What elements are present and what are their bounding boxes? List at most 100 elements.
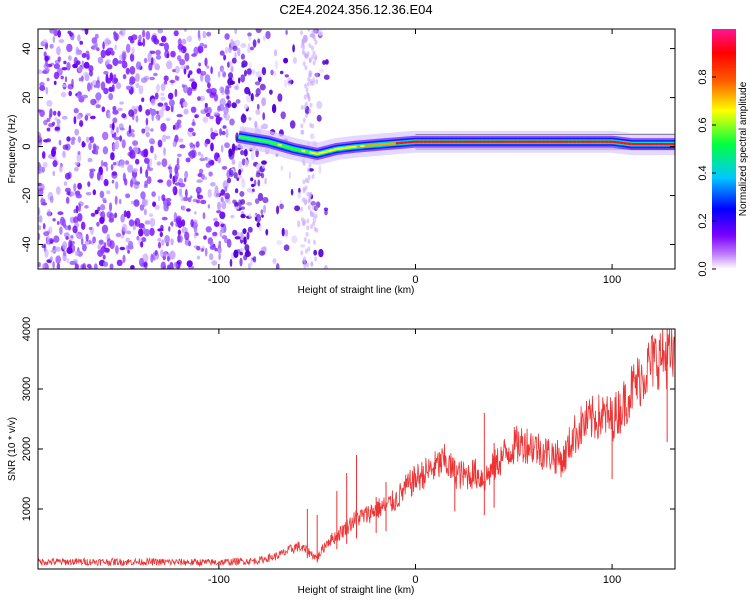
noise-speckle [212,232,217,236]
noise-speckle [184,53,189,62]
noise-speckle [167,202,171,207]
noise-speckle [135,115,138,122]
noise-speckle [99,217,104,224]
noise-speckle [184,109,189,115]
noise-speckle [64,181,67,186]
noise-speckle [170,238,173,245]
noise-speckle [51,148,56,157]
noise-speckle [213,218,218,222]
noise-speckle [109,202,112,211]
noise-speckle [205,74,211,83]
noise-speckle [291,189,294,196]
noise-speckle [106,64,112,69]
noise-speckle [252,189,255,192]
noise-speckle [246,202,252,206]
noise-speckle [293,57,297,64]
noise-speckle [170,51,176,58]
noise-speckle [108,87,113,92]
noise-speckle [83,72,89,76]
noise-speckle [44,249,48,258]
noise-speckle [55,127,60,131]
noise-speckle [94,85,98,88]
noise-speckle [232,102,237,108]
ridge-core-segment [349,147,353,148]
noise-speckle [56,46,61,55]
noise-speckle [261,214,264,217]
noise-speckle [160,123,166,132]
noise-speckle [141,98,144,103]
noise-speckle [179,183,185,187]
noise-speckle [219,86,224,93]
noise-speckle [72,64,78,69]
noise-speckle [79,78,82,82]
noise-speckle [225,47,229,54]
noise-speckle [149,77,155,81]
noise-speckle [168,166,172,169]
noise-speckle [102,106,106,112]
noise-speckle [244,104,249,110]
noise-speckle [310,103,313,108]
noise-speckle [93,189,96,195]
noise-speckle [239,191,244,197]
noise-speckle [185,189,188,198]
noise-speckle [89,137,92,140]
ridge-core-segment [258,140,262,141]
ridge-core-segment [321,152,325,153]
noise-speckle [197,96,201,101]
noise-speckle [78,203,81,212]
noise-speckle [276,206,279,215]
noise-speckle [68,55,72,61]
noise-speckle [115,181,118,189]
noise-speckle [206,163,211,168]
noise-speckle [182,101,187,107]
noise-speckle [113,162,116,165]
noise-speckle [74,108,79,113]
noise-speckle [164,235,170,244]
noise-speckle [313,60,316,65]
noise-speckle [313,36,316,41]
noise-speckle [261,209,264,214]
noise-speckle [162,217,168,221]
noise-speckle [144,58,148,63]
ridge-core-segment [341,148,345,149]
noise-speckle [65,173,71,180]
noise-speckle [165,136,170,140]
noise-speckle [43,139,49,142]
noise-speckle [281,111,286,119]
noise-speckle [96,104,101,108]
noise-speckle [241,64,245,68]
noise-speckle [188,152,194,157]
noise-speckle [99,240,104,245]
noise-speckle [260,84,266,91]
noise-speckle [250,258,253,266]
ridge-core-segment [309,152,313,153]
noise-speckle [86,234,89,242]
noise-speckle [138,105,142,112]
noise-speckle [79,41,83,45]
noise-speckle [318,249,323,257]
noise-speckle [204,106,208,113]
noise-speckle [263,36,266,41]
noise-speckle [129,219,134,226]
noise-speckle [307,77,310,82]
noise-speckle [240,150,244,155]
noise-speckle [150,51,155,54]
noise-speckle [210,245,216,250]
ridge-core-segment [302,151,306,152]
spectrogram-y-axis-label: Frequency (Hz) [7,115,18,184]
noise-speckle [38,262,41,267]
noise-speckle [244,87,250,94]
noise-speckle [98,57,103,64]
noise-speckle [61,76,64,80]
noise-speckle [256,71,262,77]
noise-speckle [127,250,130,254]
noise-speckle [196,200,200,204]
noise-speckle [167,179,172,186]
noise-speckle [312,221,315,226]
noise-speckle [191,107,197,113]
noise-speckle [236,99,241,104]
noise-speckle [224,186,227,192]
noise-speckle [153,73,158,77]
noise-speckle [78,236,83,239]
